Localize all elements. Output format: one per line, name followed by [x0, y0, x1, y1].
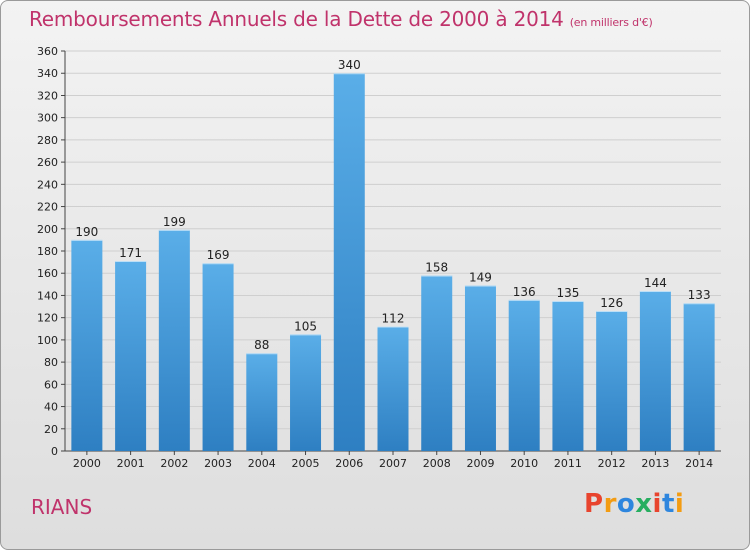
y-tick-label: 0 — [51, 445, 58, 458]
bar — [246, 353, 278, 451]
x-tick-label: 2014 — [685, 457, 713, 470]
x-tick-label: 2008 — [423, 457, 451, 470]
logo-letter: o — [616, 489, 636, 519]
x-tick-label: 2002 — [160, 457, 188, 470]
y-tick-label: 120 — [37, 312, 58, 325]
x-tick-label: 2010 — [510, 457, 538, 470]
bar-value-label: 158 — [425, 260, 448, 274]
bar-value-label: 112 — [382, 312, 405, 326]
x-tick-label: 2000 — [73, 457, 101, 470]
y-tick-label: 140 — [37, 289, 58, 302]
y-tick-label: 80 — [44, 356, 58, 369]
bar — [639, 291, 671, 451]
town-name: RIANS — [31, 495, 93, 519]
x-tick-label: 2011 — [554, 457, 582, 470]
bar — [508, 299, 540, 451]
logo-letter: x — [635, 489, 653, 519]
bar — [377, 326, 409, 451]
bar-value-label: 190 — [75, 225, 98, 239]
bar-value-label: 149 — [469, 270, 492, 284]
y-tick-label: 320 — [37, 89, 58, 102]
x-tick-label: 2004 — [248, 457, 276, 470]
x-tick-label: 2006 — [335, 457, 363, 470]
logo-letter: i — [674, 489, 685, 519]
bar-value-label: 105 — [294, 319, 317, 333]
x-tick-label: 2007 — [379, 457, 407, 470]
bar — [683, 303, 715, 451]
y-tick-label: 60 — [44, 378, 58, 391]
bar — [333, 73, 365, 451]
y-tick-label: 220 — [37, 201, 58, 214]
y-tick-label: 240 — [37, 178, 58, 191]
bar-value-label: 136 — [513, 285, 536, 299]
bar-value-label: 88 — [254, 338, 269, 352]
bar — [552, 301, 584, 451]
bar-value-label: 144 — [644, 276, 667, 290]
bar — [202, 263, 234, 451]
logo-letter: i — [652, 489, 662, 519]
logo-letter: P — [584, 489, 604, 519]
bar — [115, 261, 147, 451]
bars — [71, 73, 715, 451]
bar — [158, 229, 190, 451]
bar — [71, 239, 103, 451]
logo-letter: r — [603, 489, 617, 519]
y-tick-label: 360 — [37, 45, 58, 58]
bar-value-label: 199 — [163, 215, 186, 229]
bar-value-label: 171 — [119, 246, 142, 260]
logo-letter: t — [661, 489, 675, 519]
chart-title: Remboursements Annuels de la Dette de 20… — [29, 7, 653, 31]
chart-title-text: Remboursements Annuels de la Dette de 20… — [29, 7, 564, 31]
y-tick-label: 20 — [44, 423, 58, 436]
bar-value-label: 126 — [600, 296, 623, 310]
y-tick-label: 100 — [37, 334, 58, 347]
bar-value-label: 135 — [556, 286, 579, 300]
x-tick-label: 2013 — [641, 457, 669, 470]
chart-subtitle: (en milliers d'€) — [569, 16, 653, 29]
y-tick-label: 340 — [37, 67, 58, 80]
x-tick-label: 2012 — [598, 457, 626, 470]
bar — [421, 275, 453, 451]
y-tick-label: 300 — [37, 112, 58, 125]
x-tick-label: 2005 — [292, 457, 320, 470]
bar — [596, 311, 628, 451]
bar-value-label: 340 — [338, 58, 361, 72]
y-tick-label: 280 — [37, 134, 58, 147]
y-tick-label: 200 — [37, 223, 58, 236]
bar-value-label: 169 — [207, 248, 230, 262]
y-tick-label: 160 — [37, 267, 58, 280]
proxiti-logo[interactable]: Proxiti — [584, 489, 684, 519]
bar — [290, 334, 322, 451]
labels: 0 20 40 60 80 100 120 140 160 180 200 220 240 260 280 3… — [37, 45, 713, 470]
bar-value-label: 133 — [688, 288, 711, 302]
x-tick-label: 2003 — [204, 457, 232, 470]
y-tick-label: 180 — [37, 245, 58, 258]
y-tick-label: 260 — [37, 156, 58, 169]
y-tick-label: 40 — [44, 401, 58, 414]
x-tick-label: 2009 — [466, 457, 494, 470]
bar — [464, 285, 496, 451]
x-tick-label: 2001 — [117, 457, 145, 470]
